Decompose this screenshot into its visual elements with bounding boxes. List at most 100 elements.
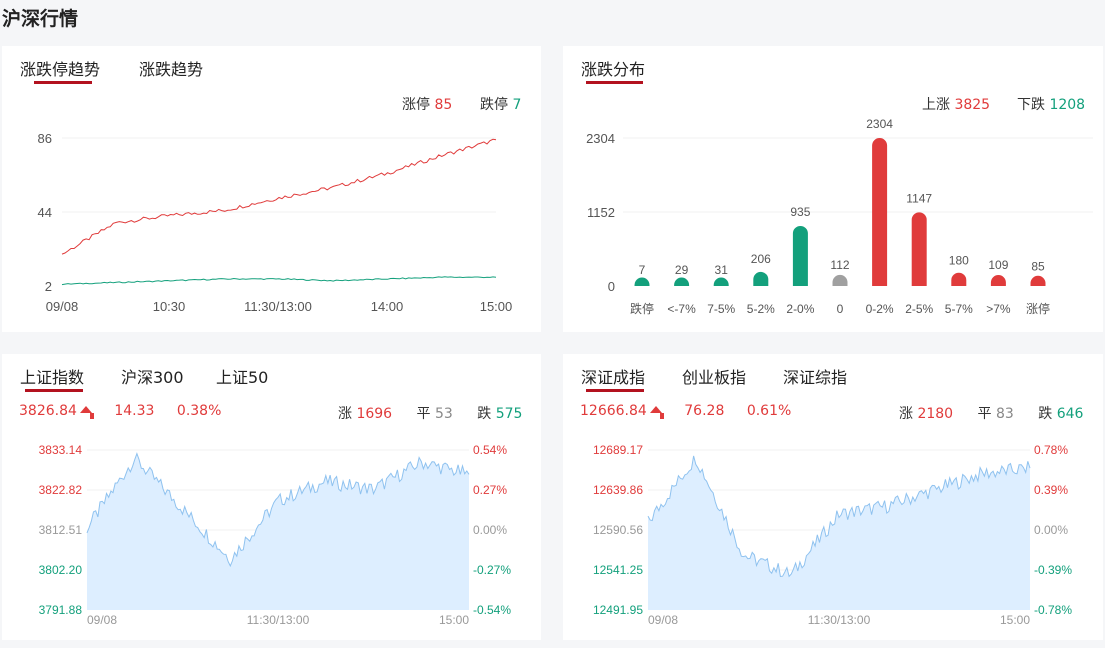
limit-trend-chart: 86 44 2 09/08 10:30 11:30/13:00 14:00 15:00 [38, 131, 513, 314]
y-tick-label: 0 [608, 279, 615, 294]
down-count-stat: 下跌 1208 [1017, 94, 1085, 114]
up-count: 1696 [356, 406, 393, 422]
category-label: 5-7% [945, 302, 973, 316]
category-label: 0-2% [866, 302, 894, 316]
bar-value-label: 7 [639, 263, 646, 277]
limit-down-value: 7 [512, 97, 522, 113]
price-tick-label: 12541.25 [593, 563, 643, 577]
bar-value-label: 85 [1031, 260, 1045, 274]
x-tick-label: 11:30/13:00 [244, 299, 312, 314]
price-line [86, 452, 470, 568]
sz-index-panel: 深证成指 创业板指 深证综指 12666.84 76.28 0.61% 涨 21… [563, 354, 1103, 640]
distribution-bar [990, 274, 1006, 286]
bar-value-label: 109 [988, 258, 1008, 272]
limit-up-value: 85 [434, 97, 453, 113]
tab-distribution[interactable]: 涨跌分布 [581, 60, 646, 79]
active-tab-indicator [25, 389, 83, 392]
distribution-bar [1030, 275, 1046, 286]
x-tick-label: 11:30/13:00 [247, 613, 310, 627]
up-arrow-icon [649, 406, 664, 419]
x-tick-label: 11:30/13:00 [808, 613, 871, 627]
limit-up-stat: 涨停 85 [402, 94, 452, 114]
x-tick-label: 15:00 [1000, 613, 1030, 627]
down-count: 646 [1056, 406, 1084, 422]
x-tick-label: 10:30 [153, 299, 186, 314]
sh-change: 14.33 [114, 403, 155, 419]
up-count-stat: 上涨 3825 [922, 94, 990, 114]
up-label: 上涨 [922, 97, 950, 113]
price-tick-label: 3812.51 [39, 523, 83, 537]
x-tick-label: 15:00 [439, 613, 469, 627]
distribution-bar [713, 277, 729, 286]
x-tick-label: 09/08 [46, 299, 79, 314]
sh-price-row: 3826.84 14.33 0.38% [19, 403, 221, 419]
price-line [647, 455, 1031, 578]
price-area [648, 455, 1030, 610]
percent-tick-label: 0.54% [473, 443, 507, 457]
percent-tick-label: -0.54% [473, 603, 511, 617]
tab-sse50[interactable]: 上证50 [216, 368, 269, 387]
y-tick-label: 44 [38, 205, 52, 220]
price-tick-label: 3791.88 [39, 603, 83, 617]
category-label: 5-2% [747, 302, 775, 316]
tab-sz-component[interactable]: 深证成指 [581, 368, 646, 387]
distribution-bar [911, 212, 927, 286]
percent-tick-label: 0.39% [1034, 483, 1068, 497]
distribution-panel: 涨跌分布 上涨 3825 下跌 1208 2304 1152 0 7 跌停 29 <-7% 3… [563, 46, 1103, 332]
down-count-label: 跌 [477, 406, 492, 422]
tab-chinext[interactable]: 创业板指 [682, 368, 747, 387]
distribution-bar [832, 274, 848, 286]
percent-tick-label: 0.27% [473, 483, 507, 497]
tab-sh-composite[interactable]: 上证指数 [20, 368, 85, 387]
sh-intraday-chart: 3833.14 0.54% 3822.82 0.27% 3812.51 0.00% 3802… [39, 443, 512, 627]
price-tick-label: 3822.82 [39, 483, 83, 497]
sz-price-row: 12666.84 76.28 0.61% [580, 403, 791, 419]
tab-limit-trend[interactable]: 涨跌停趋势 [20, 60, 101, 79]
up-count-label: 涨 [899, 406, 913, 422]
limit-up-line [61, 138, 497, 255]
limit-down-stat: 跌停 7 [480, 94, 521, 114]
sz-pct: 0.61% [746, 403, 792, 419]
y-tick-label: 2 [45, 279, 52, 294]
sh-price: 3826.84 [19, 403, 77, 419]
x-tick-label: 09/08 [87, 613, 117, 627]
flat-count-label: 平 [416, 406, 431, 422]
bar-value-label: 112 [830, 258, 849, 272]
up-value: 3825 [954, 97, 991, 113]
down-label: 下跌 [1017, 97, 1045, 113]
price-tick-label: 3802.20 [39, 563, 83, 577]
price-tick-label: 12491.95 [593, 603, 643, 617]
tab-csi300[interactable]: 沪深300 [121, 368, 184, 387]
price-tick-label: 3833.14 [39, 443, 83, 457]
distribution-bar [674, 277, 690, 286]
category-label: 涨停 [1026, 301, 1050, 316]
distribution-bar [634, 277, 650, 286]
price-tick-label: 12590.56 [593, 523, 643, 537]
price-area [87, 453, 469, 610]
page-title: 沪深行情 [2, 8, 79, 30]
tab-updown-trend[interactable]: 涨跌趋势 [139, 60, 204, 79]
down-count-label: 跌 [1038, 406, 1053, 422]
bar-value-label: 180 [949, 253, 969, 267]
down-count: 575 [495, 406, 523, 422]
percent-tick-label: 0.00% [473, 523, 507, 537]
sz-change: 76.28 [684, 403, 725, 419]
distribution-bar [951, 272, 967, 286]
y-tick-label: 2304 [586, 131, 615, 146]
category-label: <-7% [667, 302, 696, 316]
category-label: 0 [837, 302, 844, 316]
limit-down-line [61, 276, 497, 286]
distribution-bar [792, 225, 808, 286]
active-tab-indicator [586, 81, 643, 84]
limit-down-label: 跌停 [480, 97, 508, 113]
category-label: 2-0% [786, 302, 814, 316]
limit-trend-panel: 涨跌停趋势 涨跌趋势 涨停 85 跌停 7 86 44 2 09/08 10:30 11:… [2, 46, 541, 332]
sz-price: 12666.84 [580, 403, 647, 419]
price-tick-label: 12639.86 [593, 483, 643, 497]
percent-tick-label: -0.39% [1034, 563, 1072, 577]
bar-value-label: 206 [751, 252, 771, 266]
y-tick-label: 86 [38, 131, 52, 146]
tab-sz-composite[interactable]: 深证综指 [783, 368, 848, 387]
bar-value-label: 935 [790, 205, 810, 219]
bar-value-label: 1147 [906, 191, 932, 205]
